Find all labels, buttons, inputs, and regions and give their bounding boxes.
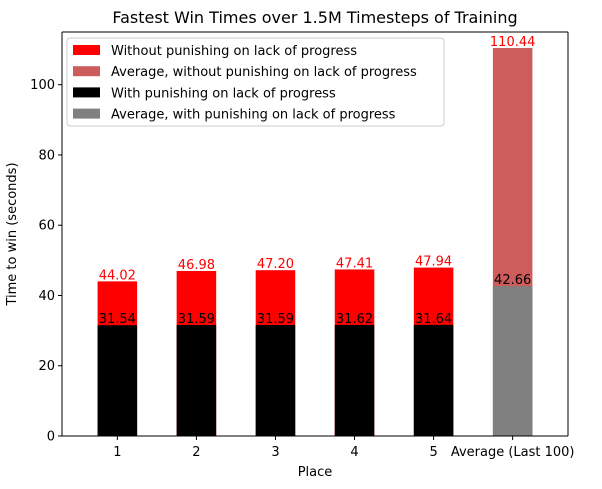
y-tick-label: 20: [38, 359, 55, 374]
legend-swatch: [73, 66, 100, 77]
bar-value-label: 110.44: [490, 35, 536, 50]
legend-label: Average, without punishing on lack of pr…: [111, 65, 417, 80]
y-tick-label: 80: [38, 148, 55, 163]
x-tick-label: Average (Last 100): [451, 445, 575, 460]
bar: [176, 325, 217, 436]
legend-swatch: [73, 108, 100, 119]
legend-label: With punishing on lack of progress: [111, 86, 336, 101]
y-tick-label: 100: [30, 78, 55, 93]
x-tick-label: 4: [350, 445, 358, 460]
bar: [492, 286, 533, 436]
bar: [334, 324, 375, 436]
bar-value-label: 47.41: [336, 256, 373, 271]
bar-value-label: 47.20: [257, 257, 294, 272]
bar-value-label: 46.98: [178, 258, 215, 273]
bars-layer: [97, 48, 533, 437]
bar-value-label: 44.02: [99, 268, 136, 283]
x-tick-label: 5: [429, 445, 437, 460]
x-axis-label: Place: [298, 465, 333, 480]
value-labels-layer: 44.02 46.98 47.20 47.41 47.94 110.44 31.54 31.5…: [99, 35, 536, 327]
bar: [97, 325, 138, 436]
bar-value-label: 42.66: [494, 273, 531, 288]
x-tick-label: 3: [271, 445, 279, 460]
chart-title: Fastest Win Times over 1.5M Timesteps of…: [112, 8, 517, 27]
y-tick-label: 0: [47, 430, 55, 445]
legend: Without punishing on lack of progress Ave…: [66, 37, 445, 127]
legend-label: Without punishing on lack of progress: [111, 44, 357, 59]
x-tick-label: 2: [192, 445, 200, 460]
bar-value-label: 31.62: [336, 312, 373, 327]
bar-value-label: 47.94: [415, 255, 452, 270]
bar-value-label: 31.59: [257, 312, 294, 327]
legend-swatch: [73, 87, 100, 98]
legend-label: Average, with punishing on lack of progr…: [111, 108, 396, 123]
axes-layer: 0 20 40 60 80 100 1 2 3 4 5 Average (Last 100): [30, 31, 575, 460]
legend-box: [66, 37, 445, 127]
y-tick-label: 40: [38, 289, 55, 304]
x-tick-label: 1: [113, 445, 121, 460]
legend-swatch: [73, 45, 100, 55]
y-tick-label: 60: [38, 219, 55, 234]
bar-value-label: 31.59: [178, 312, 215, 327]
bar: [413, 324, 454, 436]
bar: [255, 325, 296, 436]
bar-value-label: 31.54: [99, 312, 136, 327]
bar-value-label: 31.64: [415, 312, 452, 327]
y-axis-label: Time to win (seconds): [5, 162, 20, 306]
